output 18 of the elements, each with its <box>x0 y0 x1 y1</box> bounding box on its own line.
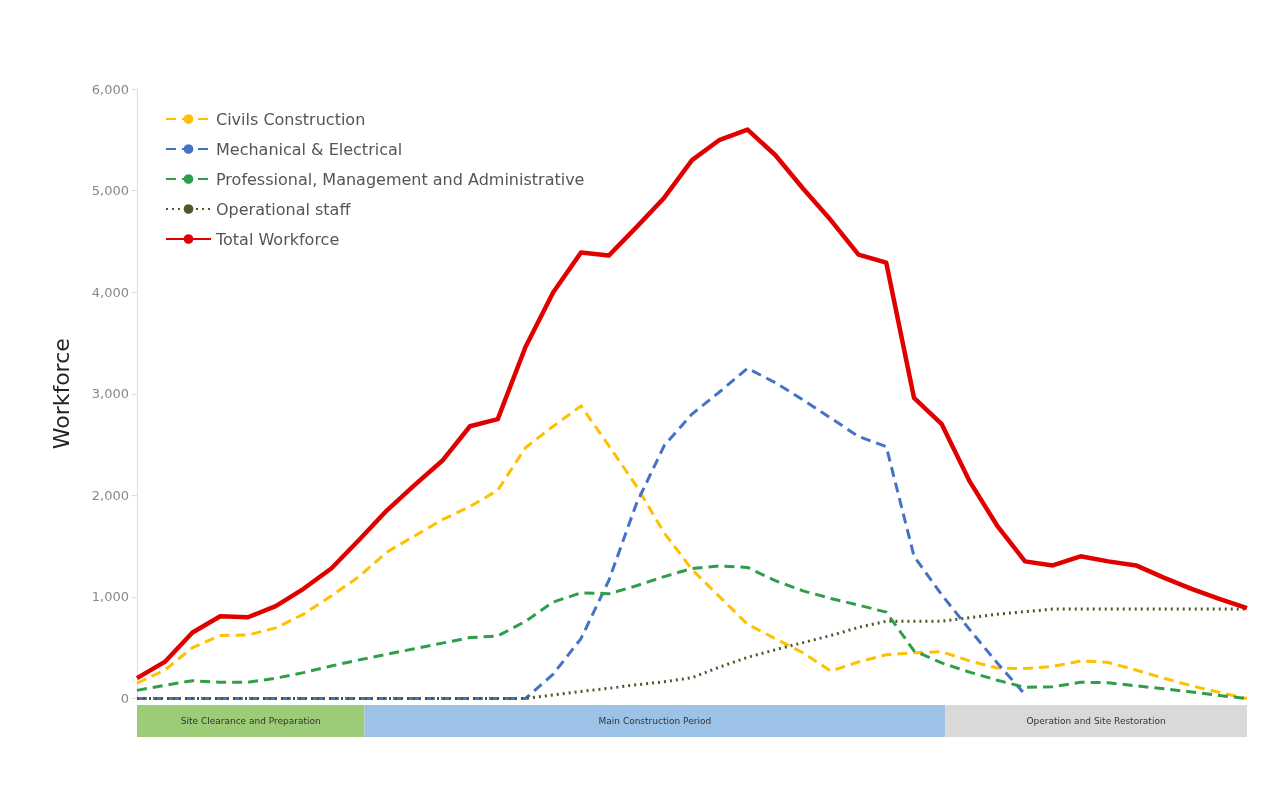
y-axis-title: Workforce <box>48 338 74 450</box>
y-tick-label: 3,000 <box>91 386 129 402</box>
legend-label: Operational staff <box>216 199 352 219</box>
y-tick-label: 5,000 <box>91 183 129 199</box>
series-label: Operation and Site Restoration <box>1026 716 1166 726</box>
legend-label: Civils Construction <box>216 109 366 129</box>
legend-label: Mechanical & Electrical <box>216 139 403 159</box>
y-tick-label: 0 <box>120 691 129 706</box>
series-label: Main Construction Period <box>598 716 712 726</box>
line-series <box>134 127 1250 681</box>
series-label: Site Clearance and Preparation <box>180 716 321 726</box>
legend-label: Professional, Management and Administrative <box>216 169 585 189</box>
y-tick-label: 2,000 <box>91 487 129 503</box>
y-tick-label: 6,000 <box>91 81 129 97</box>
y-tick-label: 4,000 <box>91 284 129 300</box>
line-series <box>135 404 1249 700</box>
y-tick-label: 1,000 <box>91 589 129 605</box>
legend-label: Total Workforce <box>215 229 340 249</box>
